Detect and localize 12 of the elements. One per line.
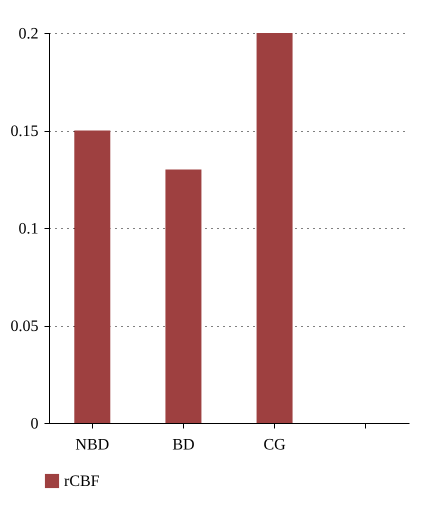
y-tick-label: 0.1	[18, 220, 38, 238]
bar	[74, 130, 110, 423]
x-tick-label: NBD	[75, 436, 110, 454]
legend-label: rCBF	[64, 473, 100, 490]
y-tick-label: 0.2	[18, 26, 38, 42]
bar	[256, 33, 293, 423]
y-tick-label: 0	[30, 416, 38, 432]
x-tick-label: CG	[263, 436, 286, 454]
y-tick-label: 0.05	[10, 318, 38, 335]
x-tick-label: BD	[172, 436, 195, 454]
bar	[165, 170, 202, 423]
y-tick-label: 0.15	[10, 123, 38, 140]
